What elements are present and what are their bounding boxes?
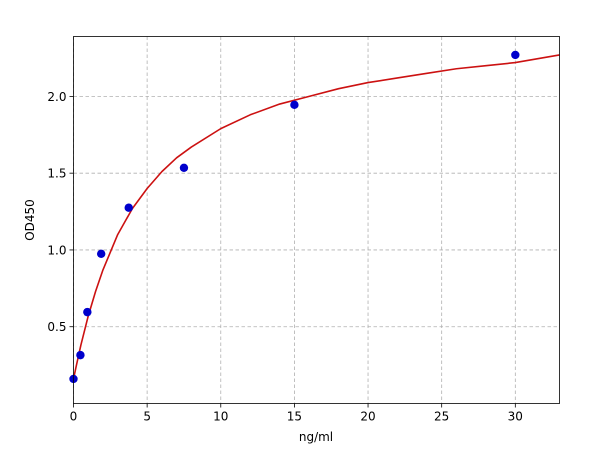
data-point bbox=[96, 249, 106, 258]
y-tick-label: 1.0 bbox=[47, 243, 66, 257]
x-tick-label: 15 bbox=[287, 410, 302, 424]
x-axis-label: ng/ml bbox=[299, 430, 333, 444]
data-point bbox=[179, 163, 189, 172]
y-tick-label: 1.5 bbox=[47, 167, 66, 181]
x-tick-label: 20 bbox=[360, 410, 375, 424]
x-tick-label: 30 bbox=[508, 410, 523, 424]
plot-area-frame bbox=[73, 36, 560, 404]
data-point bbox=[511, 50, 520, 60]
data-point bbox=[83, 307, 92, 317]
x-axis: 0 5 10 15 20 25 30 bbox=[70, 403, 523, 424]
data-point bbox=[76, 350, 85, 360]
x-tick-label: 5 bbox=[143, 410, 151, 424]
y-axis: 0.5 1.0 1.5 2.0 bbox=[47, 90, 74, 334]
y-axis-label: OD450 bbox=[23, 199, 37, 241]
x-tick-label: 0 bbox=[70, 410, 78, 424]
x-tick-label: 25 bbox=[434, 410, 449, 424]
data-point bbox=[124, 203, 133, 212]
fit-curve-line bbox=[72, 54, 560, 380]
y-tick-label: 0.5 bbox=[47, 320, 66, 334]
grid bbox=[73, 36, 560, 404]
fit-curve-layer bbox=[72, 54, 560, 380]
y-tick-label: 2.0 bbox=[47, 90, 66, 104]
x-tick-label: 10 bbox=[213, 410, 228, 424]
data-points-layer bbox=[69, 50, 520, 384]
data-point bbox=[290, 100, 299, 110]
